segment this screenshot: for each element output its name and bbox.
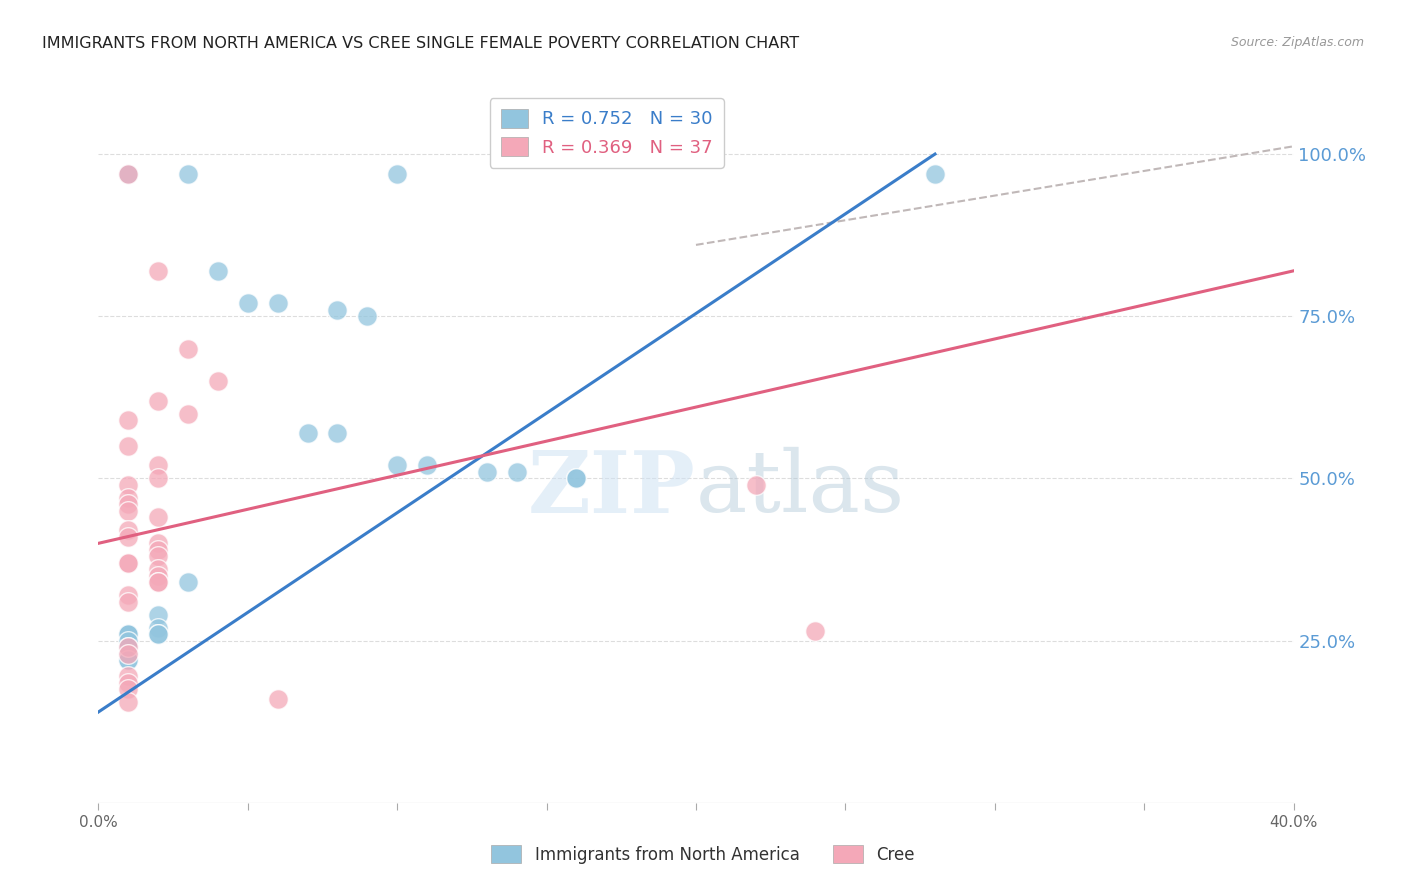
Point bbox=[117, 647, 139, 661]
Point bbox=[148, 549, 170, 564]
Legend: R = 0.752   N = 30, R = 0.369   N = 37: R = 0.752 N = 30, R = 0.369 N = 37 bbox=[489, 98, 724, 168]
Point bbox=[148, 627, 170, 641]
Point bbox=[117, 556, 139, 570]
Point bbox=[117, 504, 139, 518]
Point bbox=[117, 669, 139, 683]
Point bbox=[177, 575, 200, 590]
Point bbox=[475, 465, 498, 479]
Point bbox=[207, 374, 229, 388]
Point bbox=[117, 647, 139, 661]
Point bbox=[924, 167, 946, 181]
Point bbox=[117, 556, 139, 570]
Point bbox=[117, 167, 139, 181]
Point bbox=[177, 342, 200, 356]
Point bbox=[236, 296, 259, 310]
Point bbox=[745, 478, 768, 492]
Point bbox=[117, 640, 139, 654]
Point bbox=[117, 524, 139, 538]
Point bbox=[117, 478, 139, 492]
Text: ZIP: ZIP bbox=[529, 447, 696, 531]
Text: IMMIGRANTS FROM NORTH AMERICA VS CREE SINGLE FEMALE POVERTY CORRELATION CHART: IMMIGRANTS FROM NORTH AMERICA VS CREE SI… bbox=[42, 36, 799, 51]
Point bbox=[148, 627, 170, 641]
Point bbox=[117, 530, 139, 544]
Point bbox=[148, 607, 170, 622]
Point bbox=[506, 465, 529, 479]
Point bbox=[117, 497, 139, 511]
Point bbox=[117, 627, 139, 641]
Point bbox=[148, 575, 170, 590]
Point bbox=[267, 692, 290, 706]
Point bbox=[267, 296, 290, 310]
Point bbox=[148, 458, 170, 473]
Point bbox=[117, 675, 139, 690]
Point bbox=[148, 393, 170, 408]
Point bbox=[117, 413, 139, 427]
Point bbox=[385, 458, 409, 473]
Point bbox=[148, 542, 170, 557]
Point bbox=[148, 264, 170, 278]
Y-axis label: Single Female Poverty: Single Female Poverty bbox=[0, 361, 7, 531]
Point bbox=[148, 621, 170, 635]
Point bbox=[117, 439, 139, 453]
Point bbox=[326, 425, 349, 440]
Point bbox=[117, 627, 139, 641]
Point bbox=[117, 167, 139, 181]
Legend: Immigrants from North America, Cree: Immigrants from North America, Cree bbox=[485, 838, 921, 871]
Point bbox=[385, 167, 409, 181]
Point bbox=[148, 536, 170, 550]
Point bbox=[148, 510, 170, 524]
Point bbox=[117, 653, 139, 667]
Point bbox=[117, 640, 139, 654]
Point bbox=[177, 167, 200, 181]
Point bbox=[297, 425, 319, 440]
Point bbox=[148, 471, 170, 485]
Point bbox=[148, 575, 170, 590]
Text: Source: ZipAtlas.com: Source: ZipAtlas.com bbox=[1230, 36, 1364, 49]
Point bbox=[117, 491, 139, 505]
Point bbox=[207, 264, 229, 278]
Point bbox=[117, 595, 139, 609]
Point bbox=[117, 695, 139, 709]
Point bbox=[148, 562, 170, 576]
Point bbox=[177, 407, 200, 421]
Point bbox=[565, 471, 588, 485]
Point bbox=[117, 588, 139, 602]
Point bbox=[117, 627, 139, 641]
Point bbox=[148, 568, 170, 582]
Point bbox=[117, 682, 139, 697]
Point bbox=[117, 653, 139, 667]
Point bbox=[356, 310, 378, 324]
Point bbox=[565, 471, 588, 485]
Text: atlas: atlas bbox=[696, 447, 905, 531]
Point bbox=[117, 633, 139, 648]
Point bbox=[804, 624, 827, 638]
Point bbox=[416, 458, 439, 473]
Point bbox=[326, 302, 349, 317]
